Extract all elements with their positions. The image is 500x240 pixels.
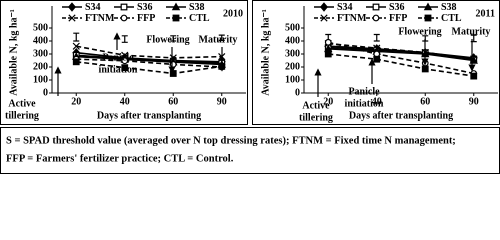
year-label: 2010	[223, 8, 243, 19]
y-tick-label: 100	[33, 74, 48, 85]
y-tick-label: 200	[285, 61, 300, 72]
x-tick-label: 20	[323, 96, 333, 107]
marker	[72, 42, 80, 50]
legend-label: S36	[137, 2, 153, 13]
annotation: Flowering	[398, 26, 441, 37]
y-tick-label: 100	[285, 74, 300, 85]
y-tick-label: 300	[33, 48, 48, 59]
page: {"chart_data": [ {"type": "line", "year"…	[0, 0, 500, 174]
marker	[373, 55, 381, 63]
annotation: Flowering	[146, 34, 189, 45]
marker	[68, 14, 76, 22]
series-line	[328, 41, 474, 75]
panel-frame	[0, 0, 248, 125]
series-line	[76, 54, 222, 64]
marker	[172, 14, 180, 22]
annotation: initiation	[99, 64, 138, 75]
caption: FFP = Farmers' fertilizer practice; CTL …	[6, 153, 234, 164]
annotation: Panicle	[348, 86, 380, 97]
error-bar	[218, 34, 225, 41]
x-axis-title: Days after transplanting	[349, 110, 453, 121]
marker	[424, 14, 432, 22]
series-line	[76, 58, 222, 68]
marker	[421, 65, 429, 73]
marker	[121, 51, 129, 59]
marker	[320, 14, 328, 22]
year-label: 2011	[476, 8, 495, 19]
error-bar	[170, 35, 177, 42]
y-axis-title: Available N, kg ha⁻¹	[8, 9, 19, 95]
y-tick-label: 400	[285, 35, 300, 46]
y-axis-title: Available N, kg ha⁻¹	[260, 9, 271, 95]
legend-label: S38	[441, 2, 457, 13]
annotation: Active	[8, 98, 36, 109]
y-tick-label: 500	[33, 22, 48, 33]
annotation: Panicle	[102, 52, 134, 63]
caption-frame	[0, 127, 500, 174]
error-bar	[373, 33, 380, 42]
x-tick-label: 60	[168, 96, 178, 107]
marker	[423, 2, 433, 11]
error-bar	[121, 35, 128, 43]
annotation: tillering	[299, 112, 333, 123]
legend-label: S34	[85, 2, 101, 13]
x-tick-label: 60	[420, 96, 430, 107]
annotation: tillering	[5, 110, 39, 121]
marker	[320, 2, 328, 12]
legend-label: FTNM	[337, 13, 367, 24]
legend-label: CTL	[441, 13, 462, 24]
marker	[171, 2, 181, 11]
marker	[121, 57, 129, 65]
x-tick-label: 40	[120, 96, 130, 107]
legend-label: CTL	[189, 13, 210, 24]
marker	[120, 14, 128, 22]
legend-label: FFP	[389, 13, 407, 24]
y-tick-label: 0	[43, 87, 48, 98]
y-tick-label: 300	[285, 48, 300, 59]
series-line	[328, 53, 474, 77]
legend-label: FTNM	[85, 13, 115, 24]
marker	[373, 44, 381, 52]
annotation: Maturity	[452, 26, 491, 37]
series-line	[76, 45, 222, 59]
x-tick-label: 90	[469, 96, 479, 107]
x-tick-label: 20	[71, 96, 81, 107]
marker	[372, 3, 380, 11]
legend-label: FFP	[137, 13, 155, 24]
series-line	[76, 61, 222, 75]
x-tick-label: 40	[372, 96, 382, 107]
series-line	[76, 55, 222, 66]
error-bar	[73, 32, 80, 42]
figure: S = SPAD threshold value (averaged over …	[0, 0, 500, 174]
marker	[470, 72, 478, 80]
legend-label: S38	[189, 2, 205, 13]
series-line	[328, 48, 474, 62]
marker	[121, 64, 129, 72]
y-tick-label: 0	[295, 87, 300, 98]
y-tick-label: 400	[33, 35, 48, 46]
annotation: Maturity	[199, 34, 238, 45]
legend-label: S36	[389, 2, 405, 13]
marker	[169, 61, 177, 68]
x-tick-label: 90	[217, 96, 227, 107]
marker	[169, 54, 177, 62]
caption: S = SPAD threshold value (averaged over …	[6, 135, 456, 146]
marker	[120, 3, 128, 11]
marker	[324, 50, 332, 58]
marker	[324, 38, 332, 46]
marker	[72, 58, 80, 66]
marker	[68, 2, 76, 12]
y-tick-label: 500	[285, 22, 300, 33]
annotation: initiation	[345, 98, 384, 109]
legend-label: S34	[337, 2, 353, 13]
x-axis-title: Days after transplanting	[97, 110, 201, 121]
marker	[169, 70, 177, 77]
annotation: Active	[302, 100, 330, 111]
marker	[372, 14, 380, 22]
y-tick-label: 200	[33, 61, 48, 72]
series-line	[328, 42, 474, 60]
